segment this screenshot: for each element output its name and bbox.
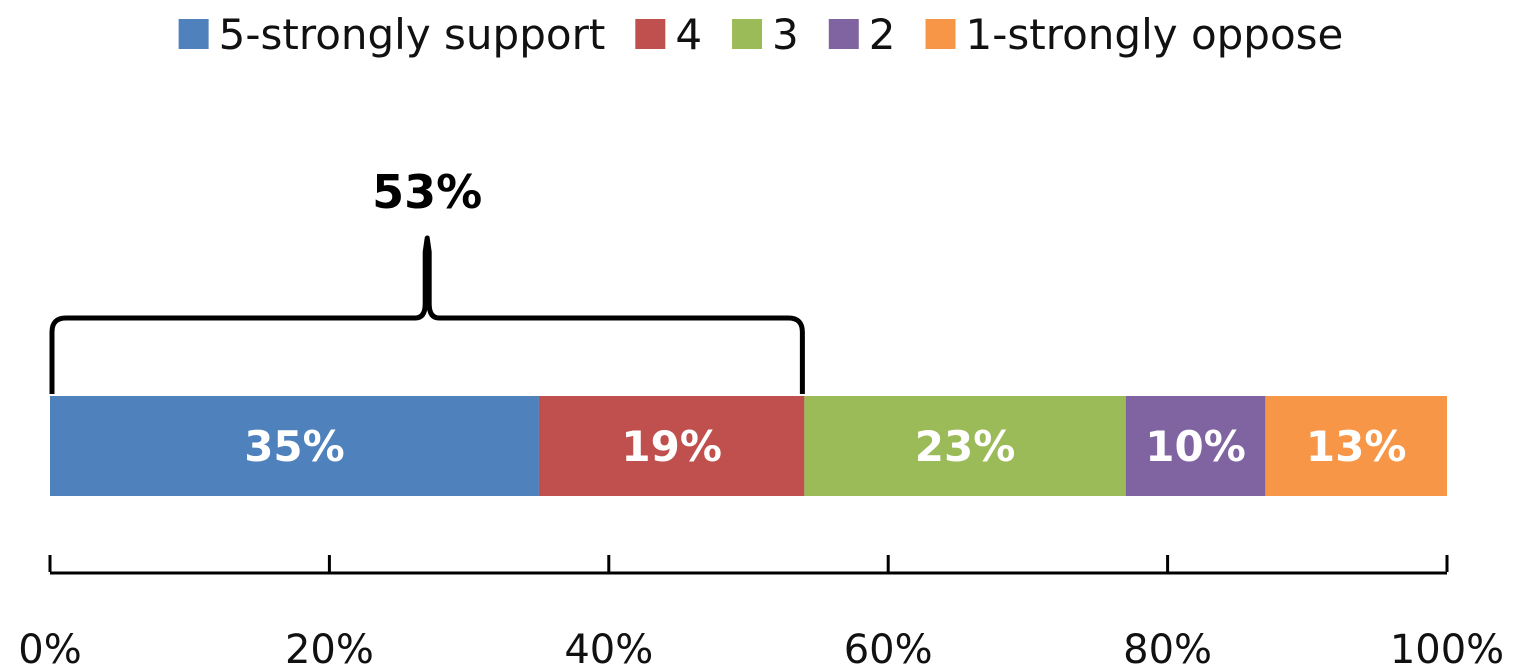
legend-swatch xyxy=(635,19,666,49)
legend-label: 5-strongly support xyxy=(219,10,606,59)
bracket-annotation: 53% xyxy=(49,165,805,394)
bar-segment xyxy=(804,396,1126,496)
x-tick-label: 80% xyxy=(1123,627,1212,667)
bracket-label: 53% xyxy=(372,165,482,219)
bar-segments xyxy=(50,396,1447,496)
legend-item: 1-strongly oppose xyxy=(925,10,1344,59)
legend-item: 4 xyxy=(635,10,702,59)
legend: 5-strongly support 4 3 2 1-strongly oppose xyxy=(178,10,1344,59)
segment-labels: 35% 19% 23% 10% 13% xyxy=(244,422,1406,471)
legend-label: 3 xyxy=(772,10,799,59)
bracket xyxy=(49,235,805,394)
legend-swatch xyxy=(732,19,763,49)
legend-swatch xyxy=(178,19,209,49)
legend-item: 5-strongly support xyxy=(178,10,606,59)
legend-label: 2 xyxy=(869,10,896,59)
legend-swatch xyxy=(925,19,956,49)
legend-swatch xyxy=(828,19,859,49)
bar-segment xyxy=(1125,396,1266,496)
legend-item: 2 xyxy=(828,10,896,59)
segment-label: 35% xyxy=(244,422,345,471)
bar-segment xyxy=(538,396,805,496)
segment-label: 10% xyxy=(1145,422,1246,471)
x-tick-label: 60% xyxy=(844,627,933,667)
legend-item: 3 xyxy=(732,10,799,59)
segment-label: 13% xyxy=(1306,422,1407,471)
segment-label: 23% xyxy=(915,422,1016,471)
bar-segment xyxy=(50,396,539,496)
x-axis: 0% 20% 40% 60% 80% 100% xyxy=(18,555,1504,667)
bar-segment xyxy=(1265,396,1447,496)
segment-label: 19% xyxy=(621,422,722,471)
legend-label: 4 xyxy=(675,10,702,59)
x-tick-label: 40% xyxy=(564,627,653,667)
x-tick-label: 0% xyxy=(18,627,81,667)
legend-label: 1-strongly oppose xyxy=(966,10,1344,59)
x-tick-label: 20% xyxy=(285,627,374,667)
x-tick-label: 100% xyxy=(1390,627,1504,667)
